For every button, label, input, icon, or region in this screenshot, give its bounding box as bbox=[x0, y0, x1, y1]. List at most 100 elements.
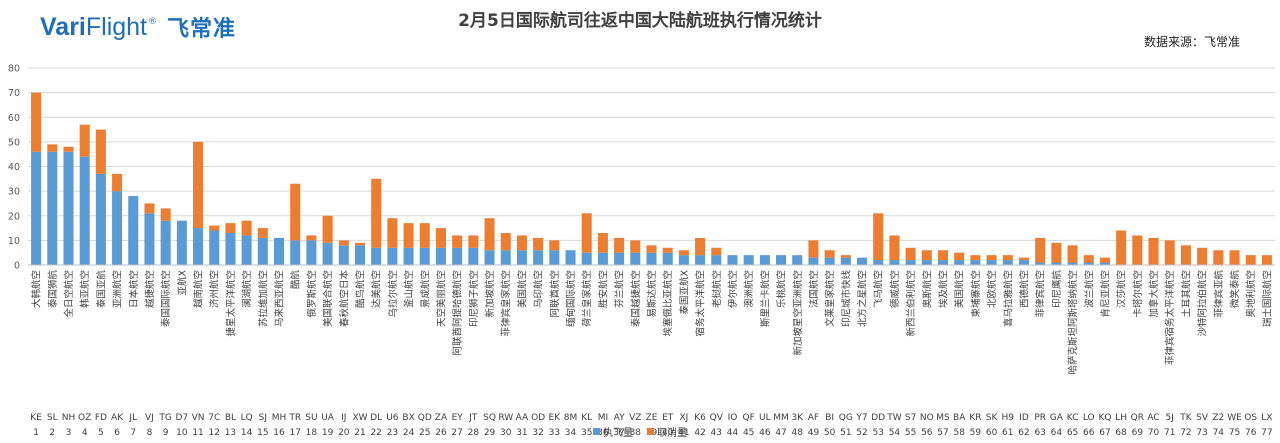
x-code-label: AF bbox=[808, 413, 819, 423]
legend-item-cancelled: 取消量 bbox=[647, 424, 687, 439]
x-category-label: 澜湖航空 bbox=[241, 270, 253, 308]
bar-cancelled bbox=[371, 178, 382, 248]
x-category-label: 菲律宾亚航 bbox=[1213, 270, 1225, 318]
x-index-label: 13 bbox=[225, 428, 236, 438]
x-index-label: 5 bbox=[98, 428, 104, 438]
bar-cancelled bbox=[1002, 255, 1013, 261]
x-index-label: 28 bbox=[468, 428, 480, 438]
x-category-label: 柬埔寨航空 bbox=[970, 270, 982, 318]
x-code-label: TR bbox=[288, 413, 301, 423]
x-index-label: 52 bbox=[856, 428, 867, 438]
x-code-label: IJ bbox=[341, 413, 346, 423]
bar-cancelled bbox=[241, 220, 252, 236]
bar-cancelled bbox=[419, 223, 430, 248]
x-code-label: QG bbox=[839, 413, 853, 423]
x-code-label: VZ bbox=[629, 413, 641, 423]
x-index-label: 58 bbox=[953, 428, 965, 438]
bar-cancelled bbox=[1018, 257, 1030, 261]
x-index-label: 48 bbox=[792, 428, 804, 438]
x-category-label: 大韩航空 bbox=[31, 270, 43, 308]
y-tick-label: 50 bbox=[8, 137, 20, 148]
x-category-label: 沙特阿拉伯航空 bbox=[1197, 270, 1209, 337]
x-index-label: 42 bbox=[694, 428, 705, 438]
x-category-label: 菲律宾宿务太平洋航空 bbox=[1164, 270, 1176, 365]
bar-executed bbox=[533, 250, 544, 265]
bar-cancelled bbox=[662, 247, 673, 253]
x-category-label: 韩亚航空 bbox=[79, 270, 91, 308]
x-index-label: 63 bbox=[1034, 428, 1045, 438]
bar-executed bbox=[63, 151, 74, 265]
bar-cancelled bbox=[257, 228, 268, 238]
x-index-label: 70 bbox=[1148, 428, 1160, 438]
logo-flight-text: Flight bbox=[85, 12, 148, 41]
x-category-label: 埃及航空 bbox=[938, 270, 950, 308]
x-category-label: 乐桃航空 bbox=[776, 270, 788, 308]
x-index-label: 24 bbox=[403, 428, 415, 438]
x-category-label: 阿联酋航空 bbox=[549, 270, 561, 318]
bar-cancelled bbox=[144, 203, 155, 214]
x-code-label: UL bbox=[759, 413, 771, 423]
bar-executed bbox=[937, 260, 949, 265]
bar-executed bbox=[403, 247, 414, 265]
x-index-label: 76 bbox=[1245, 428, 1257, 438]
x-category-label: 泰国亚航X bbox=[678, 270, 690, 315]
bar-cancelled bbox=[1067, 245, 1078, 263]
x-index-label: 51 bbox=[840, 428, 851, 438]
bar-executed bbox=[727, 255, 738, 265]
bar-executed bbox=[630, 252, 641, 265]
x-category-label: 美国航空 bbox=[516, 270, 528, 308]
bar-executed bbox=[1002, 260, 1013, 265]
x-category-label: 土耳其航空 bbox=[1180, 270, 1192, 318]
y-tick-label: 80 bbox=[8, 64, 20, 75]
x-code-label: MH bbox=[272, 413, 287, 423]
x-code-label: KL bbox=[581, 413, 592, 423]
x-index-label: 72 bbox=[1180, 428, 1191, 438]
x-category-label: 哈萨克斯坦阿斯塔纳航空 bbox=[1067, 270, 1079, 375]
x-category-label: 乌拉尔航空 bbox=[387, 270, 399, 318]
bar-executed bbox=[1099, 262, 1110, 265]
x-index-label: 3 bbox=[66, 428, 72, 438]
x-category-label: 易斯达航空 bbox=[646, 270, 658, 318]
bar-executed bbox=[452, 247, 463, 265]
x-category-label: 加拿大航空 bbox=[1148, 270, 1160, 318]
x-category-label: 亚洲航空 bbox=[112, 270, 124, 308]
bar-executed bbox=[695, 255, 706, 265]
y-axis-ticks: 0 10 20 30 40 50 60 70 80 bbox=[8, 64, 20, 272]
x-code-label: FD bbox=[95, 413, 107, 423]
x-index-label: 29 bbox=[484, 428, 496, 438]
bar-executed bbox=[47, 151, 58, 265]
bar-executed bbox=[354, 245, 366, 265]
bar-executed bbox=[743, 255, 754, 265]
bar-executed bbox=[435, 247, 446, 265]
bar-executed bbox=[614, 252, 625, 265]
x-category-label: 美国联合航空 bbox=[322, 270, 334, 327]
x-code-label: JT bbox=[468, 413, 478, 423]
x-index-label: 25 bbox=[419, 428, 430, 438]
bar-executed bbox=[31, 151, 42, 265]
x-code-label: EY bbox=[452, 413, 464, 423]
x-index-label: 37 bbox=[613, 428, 624, 438]
bar-cancelled bbox=[1197, 247, 1208, 265]
bar-executed bbox=[840, 257, 851, 265]
x-code-label: OS bbox=[1244, 413, 1257, 423]
x-index-label: 32 bbox=[532, 428, 543, 438]
x-category-label: 越南航空 bbox=[193, 270, 205, 308]
x-category-label: 西德航空 bbox=[1018, 270, 1030, 308]
legend-label-executed: 执飞量 bbox=[603, 428, 633, 439]
x-code-label: TK bbox=[1179, 413, 1192, 423]
x-code-label: S7 bbox=[905, 413, 916, 423]
y-tick-label: 20 bbox=[8, 211, 20, 222]
x-category-label: 老挝航空 bbox=[711, 270, 723, 308]
x-code-label: QV bbox=[710, 413, 724, 423]
x-code-label: AC bbox=[1147, 413, 1159, 423]
legend-swatch-cancelled bbox=[647, 428, 654, 435]
bar-executed bbox=[792, 255, 803, 265]
x-category-label: 荷兰皇家航空 bbox=[581, 270, 593, 327]
x-code-label: GA bbox=[1050, 413, 1064, 423]
bar-executed bbox=[597, 252, 608, 265]
x-index-label: 44 bbox=[727, 428, 739, 438]
bar-executed bbox=[921, 260, 932, 265]
bar-cancelled bbox=[354, 242, 366, 246]
x-category-label: 汉莎航空 bbox=[1116, 270, 1128, 308]
